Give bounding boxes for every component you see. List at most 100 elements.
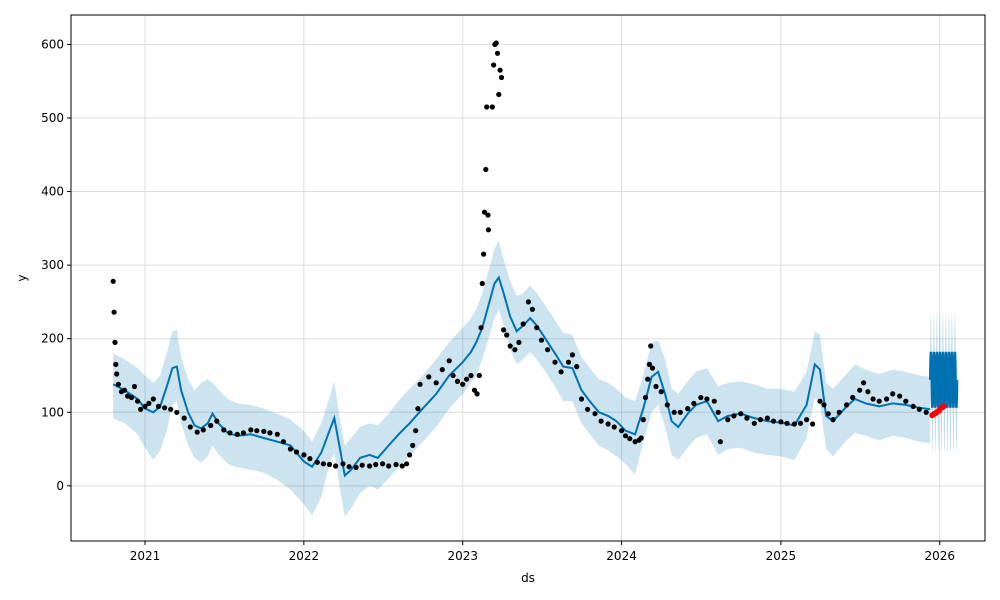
observed-point xyxy=(221,427,227,433)
observed-point xyxy=(884,396,890,402)
observed-point xyxy=(307,456,313,462)
observed-point xyxy=(301,452,307,458)
x-tick-label: 2026 xyxy=(924,549,955,563)
observed-point xyxy=(386,463,392,469)
observed-point xyxy=(817,398,823,404)
observed-point xyxy=(407,452,413,458)
observed-point xyxy=(485,212,491,218)
observed-point xyxy=(642,394,649,401)
observed-point xyxy=(711,398,717,404)
grid-lines xyxy=(71,15,985,541)
observed-point xyxy=(691,400,697,406)
observed-point xyxy=(653,383,659,390)
observed-point xyxy=(890,391,896,397)
observed-point xyxy=(460,381,466,387)
observed-point xyxy=(110,278,116,284)
observed-point xyxy=(227,430,233,436)
observed-point xyxy=(121,387,128,393)
observed-point xyxy=(861,380,867,386)
observed-point xyxy=(274,431,280,437)
observed-point xyxy=(111,309,117,315)
observed-point xyxy=(333,463,339,469)
observed-point xyxy=(545,347,551,353)
observed-point xyxy=(685,406,691,412)
observed-point xyxy=(578,396,585,402)
observed-point xyxy=(671,409,677,415)
observed-point xyxy=(326,461,333,468)
observed-point xyxy=(648,343,654,349)
observed-point xyxy=(731,413,737,419)
observed-point xyxy=(128,394,135,401)
x-tick-label: 2021 xyxy=(130,549,161,563)
x-tick-label: 2023 xyxy=(447,549,478,563)
observed-point xyxy=(267,430,273,436)
observed-point xyxy=(501,327,507,333)
observed-point xyxy=(433,380,439,386)
observed-point xyxy=(638,435,644,441)
observed-point xyxy=(353,464,359,470)
observed-point xyxy=(174,409,180,415)
observed-point xyxy=(507,343,513,349)
observed-point xyxy=(784,420,790,426)
observed-point xyxy=(187,424,193,430)
observed-point xyxy=(439,367,445,373)
uncertainty-band xyxy=(113,240,931,517)
observed-point xyxy=(804,417,810,423)
observed-point xyxy=(704,396,710,402)
recent-observed-points xyxy=(929,403,947,419)
observed-point xyxy=(585,406,591,412)
observed-point xyxy=(491,62,497,68)
observed-point xyxy=(797,420,804,426)
observed-point xyxy=(113,361,119,367)
observed-point xyxy=(574,364,580,370)
x-axis-ticks: 2021 2022 2023 2024 2025 2026 xyxy=(130,541,955,563)
observed-point xyxy=(715,409,721,415)
observed-point xyxy=(181,415,187,421)
y-tick-label: 500 xyxy=(41,111,64,125)
observed-point xyxy=(717,439,724,445)
observed-point xyxy=(208,422,214,429)
observed-point xyxy=(498,74,505,81)
forecast-future-oscillation xyxy=(929,312,959,453)
observed-point xyxy=(404,461,410,467)
observed-point xyxy=(481,251,487,257)
observed-point xyxy=(293,449,300,455)
observed-points xyxy=(110,40,929,470)
interval-band xyxy=(113,240,931,517)
observed-point xyxy=(474,391,480,397)
observed-point xyxy=(552,359,558,365)
observed-point xyxy=(529,306,536,312)
observed-point xyxy=(454,378,461,384)
observed-point xyxy=(534,325,540,331)
observed-point xyxy=(725,417,731,423)
observed-point xyxy=(870,396,876,402)
observed-point xyxy=(367,463,373,469)
observed-point xyxy=(135,398,141,404)
y-axis-label: y xyxy=(15,274,29,281)
observed-point xyxy=(373,461,379,468)
observed-point xyxy=(142,403,148,409)
observed-point xyxy=(844,402,850,408)
observed-point xyxy=(131,383,138,390)
observed-point xyxy=(240,430,246,436)
observed-point xyxy=(516,339,522,345)
observed-point xyxy=(138,406,144,412)
observed-point xyxy=(150,396,156,402)
observed-point xyxy=(538,337,545,343)
observed-point xyxy=(825,411,831,417)
observed-point xyxy=(622,433,629,439)
observed-point xyxy=(483,166,489,173)
observed-point xyxy=(619,428,625,434)
observed-point xyxy=(214,418,220,424)
plot-frame xyxy=(70,14,986,542)
observed-point xyxy=(810,421,816,427)
observed-point xyxy=(627,436,633,442)
recent-observed-point xyxy=(940,403,947,410)
observed-point xyxy=(910,403,916,409)
observed-point xyxy=(916,406,922,412)
x-tick-label: 2024 xyxy=(606,549,637,563)
observed-point xyxy=(479,280,485,287)
observed-point xyxy=(413,428,419,434)
x-axis-label: ds xyxy=(521,571,535,585)
observed-point xyxy=(836,409,842,415)
